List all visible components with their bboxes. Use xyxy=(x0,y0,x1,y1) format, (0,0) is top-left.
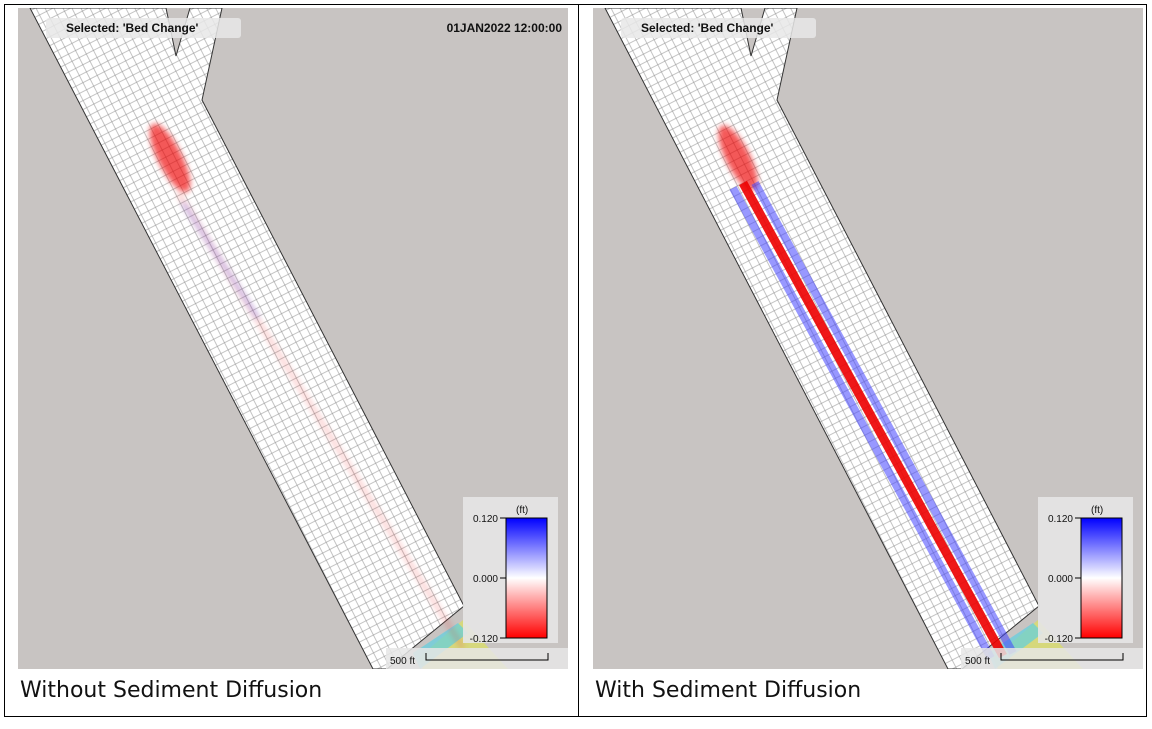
legend-tick-label: 0.120 xyxy=(473,514,498,525)
legend-unit: (ft) xyxy=(1091,505,1103,516)
legend-tick-label: -0.120 xyxy=(470,634,499,645)
selected-label: Selected: 'Bed Change' xyxy=(641,21,774,35)
legend-unit: (ft) xyxy=(516,505,528,516)
legend-tick-label: 0.120 xyxy=(1048,514,1073,525)
scale-label: 500 ft xyxy=(390,656,415,667)
caption: With Sediment Diffusion xyxy=(595,678,861,703)
legend-tick-label: -0.120 xyxy=(1045,634,1074,645)
caption: Without Sediment Diffusion xyxy=(20,678,322,703)
scale-label: 500 ft xyxy=(965,656,990,667)
selected-label: Selected: 'Bed Change' xyxy=(66,21,199,35)
legend-tick-label: 0.000 xyxy=(1048,574,1073,585)
timestamp: 01JAN2022 12:00:00 xyxy=(447,21,563,35)
legend-bar xyxy=(1081,518,1122,638)
legend-bar xyxy=(506,518,547,638)
cell-divider xyxy=(578,4,579,717)
page: {"panels": [ {"selected": "Selected: 'Be… xyxy=(0,0,1152,729)
map-view: Selected: 'Bed Change' 01JAN2022 12:00:00… xyxy=(18,8,568,669)
legend-tick-label: 0.000 xyxy=(473,574,498,585)
map-view: Selected: 'Bed Change' (ft) 0.120 0.000 -0.1… xyxy=(593,8,1143,669)
